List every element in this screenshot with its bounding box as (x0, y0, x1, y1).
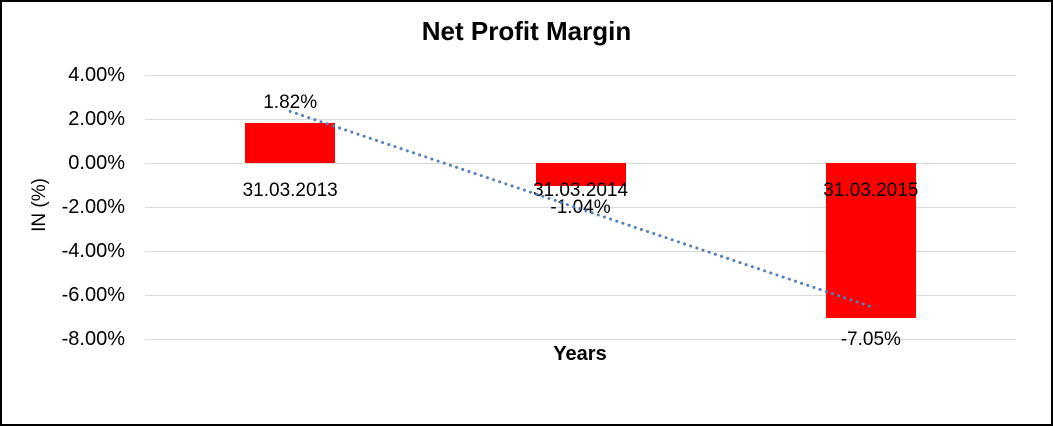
y-tick-label: -2.00% (61, 196, 125, 218)
y-tick-label: -6.00% (61, 284, 125, 306)
y-tick-label: 0.00% (68, 152, 125, 174)
trendline-dotted (288, 109, 873, 309)
x-category-label: 31.03.2014 (532, 180, 629, 201)
x-axis-title: Years (553, 343, 607, 365)
gridline (145, 339, 1016, 340)
gridline (145, 75, 1016, 76)
y-tick-label: -8.00% (61, 328, 125, 350)
trendline-svg (288, 109, 873, 309)
data-label: 1.82% (263, 91, 318, 113)
gridline (145, 295, 1016, 296)
data-label: -1.04% (550, 196, 611, 218)
chart-title: Net Profit Margin (421, 16, 632, 46)
y-tick-label: 4.00% (68, 64, 125, 86)
y-axis-tick-labels: 4.00% 2.00% 0.00% -2.00% -4.00% -6.00% -8.00% (2, 64, 125, 350)
x-category-label: 31.03.2013 (242, 180, 338, 201)
y-tick-label: -4.00% (61, 240, 125, 262)
y-tick-label: 2.00% (68, 108, 125, 130)
gridline (145, 251, 1016, 252)
data-label: -7.05% (840, 329, 901, 351)
gridline (145, 119, 1016, 120)
bar-31.03.2013 (245, 122, 336, 163)
x-category-label: 31.03.2015 (823, 180, 919, 201)
bar-31.03.2015 (825, 163, 916, 319)
plot-area: 31.03.2013 1.82% 31.03.2014 -1.04% 31.03.201… (145, 75, 1016, 350)
bar-31.03.2014 (535, 163, 626, 186)
